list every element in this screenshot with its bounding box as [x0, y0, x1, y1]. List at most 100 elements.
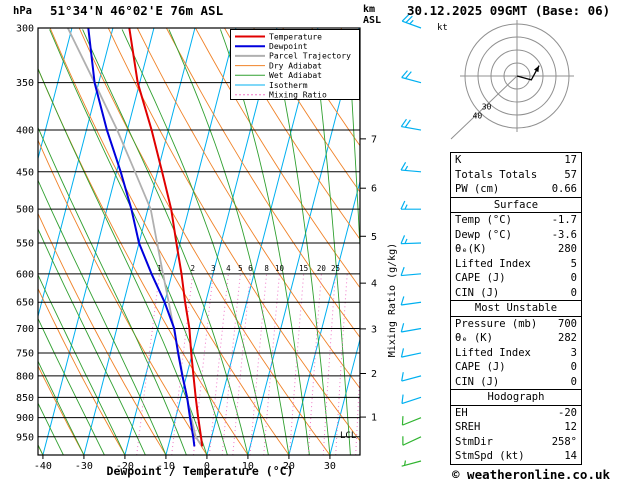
- table-row: CIN (J) 0: [451, 375, 581, 390]
- pressure-unit-label: hPa: [13, 5, 32, 17]
- table-row-value: 57: [564, 168, 577, 181]
- mixing-ratio-line: [335, 273, 348, 455]
- wind-barb-feather: [401, 394, 404, 404]
- mixing-ratio-value-label: 3: [211, 264, 216, 273]
- mixing-ratio-axis-label: Mixing Ratio (g/kg): [387, 242, 398, 358]
- table-row-value: -3.6: [551, 228, 577, 241]
- asl-label: ASL: [363, 15, 382, 26]
- table-row: Totals Totals 57: [451, 168, 581, 183]
- mixing-ratio-value-label: 6: [248, 264, 253, 273]
- wind-barb-feather: [400, 348, 405, 358]
- table-row-value: 0: [570, 272, 577, 284]
- table-row-label: K: [455, 154, 462, 166]
- dry-adiabat-line: [195, 28, 360, 289]
- mixing-ratio-value-label: 8: [264, 264, 269, 273]
- legend-label: Wet Adiabat: [269, 71, 322, 80]
- km-tick-label: 6: [371, 184, 377, 195]
- table-row: EH -20: [451, 406, 581, 421]
- hodograph-diagonal: [450, 75, 518, 140]
- table-section-header: Surface: [451, 196, 581, 213]
- wind-barb-half-feather: [409, 19, 414, 25]
- table-row-value: 0.66: [551, 183, 577, 195]
- wind-barb-half-feather: [404, 238, 408, 244]
- table-row-label: θₑ (K): [455, 332, 493, 344]
- temp-tick-label: 20: [283, 461, 295, 472]
- indices-table: K 17 Totals Totals 57 PW (cm) 0.66 Surface Temp…: [450, 152, 582, 465]
- wind-barb-staff: [401, 352, 422, 358]
- mixing-ratio-line: [263, 273, 280, 455]
- table-row-value: -1.7: [551, 214, 577, 226]
- hodograph-ring-label: 40: [473, 112, 483, 121]
- wind-barb: [401, 14, 422, 29]
- wet-adiabat-line: [49, 29, 228, 455]
- wind-barb-feather: [400, 323, 405, 333]
- table-row: Lifted Index 3: [451, 346, 581, 361]
- wet-adiabat-line: [38, 360, 85, 455]
- legend-label: Mixing Ratio: [269, 91, 327, 100]
- wind-barb-feather: [404, 119, 411, 128]
- wind-barb: [401, 460, 422, 467]
- pressure-tick-label: 750: [16, 348, 34, 359]
- temp-tick-label: -40: [34, 461, 52, 472]
- temp-tick-label: -30: [75, 461, 93, 472]
- km-tick-label: 4: [371, 279, 377, 290]
- mixing-ratio-value-label: 20: [317, 264, 327, 273]
- dry-adiabat-line: [282, 28, 360, 147]
- table-row-value: 14: [564, 450, 577, 462]
- wind-barb: [401, 372, 422, 382]
- mixing-ratio-value-label: 15: [299, 264, 308, 273]
- mixing-ratio-value-label: 5: [238, 264, 243, 273]
- wet-adiabat-line: [38, 317, 105, 455]
- table-row: SREH 12: [451, 420, 581, 435]
- mixing-ratio-line: [193, 273, 214, 455]
- wind-barb: [401, 416, 422, 426]
- legend-label: Dry Adiabat: [269, 61, 322, 70]
- hodograph-ring: [503, 62, 531, 90]
- mixing-ratio-value-label: 1: [157, 264, 162, 273]
- wet-adiabat-line: [38, 228, 146, 455]
- table-row-value: 0: [570, 375, 577, 388]
- table-row-label: Lifted Index: [455, 346, 531, 359]
- table-row-value: 282: [558, 332, 577, 344]
- hodograph-trace: [516, 65, 540, 81]
- wind-barb-staff: [401, 301, 422, 306]
- lcl-label: LCL: [340, 431, 356, 441]
- dry-adiabat-line: [38, 364, 85, 455]
- wind-barb-half-feather: [403, 460, 407, 466]
- wind-barb-feather: [400, 200, 406, 210]
- pressure-tick-label: 600: [16, 269, 34, 280]
- mixing-ratio-line: [171, 273, 194, 455]
- isotherm-line: [42, 28, 155, 455]
- pressure-tick-label: 350: [16, 78, 34, 89]
- x-axis-title: Dewpoint / Temperature (°C): [106, 464, 294, 478]
- table-section-header: Most Unstable: [451, 300, 581, 317]
- km-tick-label: 5: [371, 232, 377, 243]
- hodograph-arrow: [534, 65, 540, 73]
- table-row-value: 280: [558, 243, 577, 255]
- copyright: © weatheronline.co.uk: [452, 467, 611, 482]
- wind-barb-feather: [401, 14, 409, 22]
- table-row: Lifted Index 5: [451, 257, 581, 272]
- table-row: Temp (°C) -1.7: [451, 213, 581, 228]
- hodograph-ring: [490, 49, 544, 103]
- temperature-curve: [128, 28, 204, 447]
- table-row-value: 5: [570, 257, 577, 270]
- table-row-label: Temp (°C): [455, 214, 512, 226]
- mixing-ratio-line: [208, 273, 229, 455]
- table-row-label: StmSpd (kt): [455, 450, 525, 462]
- table-row: CIN (J) 0: [451, 286, 581, 301]
- pressure-tick-label: 450: [16, 167, 34, 178]
- table-row-label: CIN (J): [455, 286, 500, 299]
- table-row-label: θₑ(K): [455, 243, 487, 255]
- wind-barb-staff: [402, 20, 422, 29]
- wind-barb-half-feather: [404, 204, 408, 210]
- pressure-tick-label: 550: [16, 238, 34, 249]
- wind-barb-staff: [401, 396, 422, 405]
- table-row-value: 17: [564, 154, 577, 166]
- wind-barb: [400, 296, 422, 306]
- wet-adiabat-line: [38, 179, 167, 455]
- wind-barb: [400, 235, 422, 245]
- wind-barb-feather: [400, 118, 407, 127]
